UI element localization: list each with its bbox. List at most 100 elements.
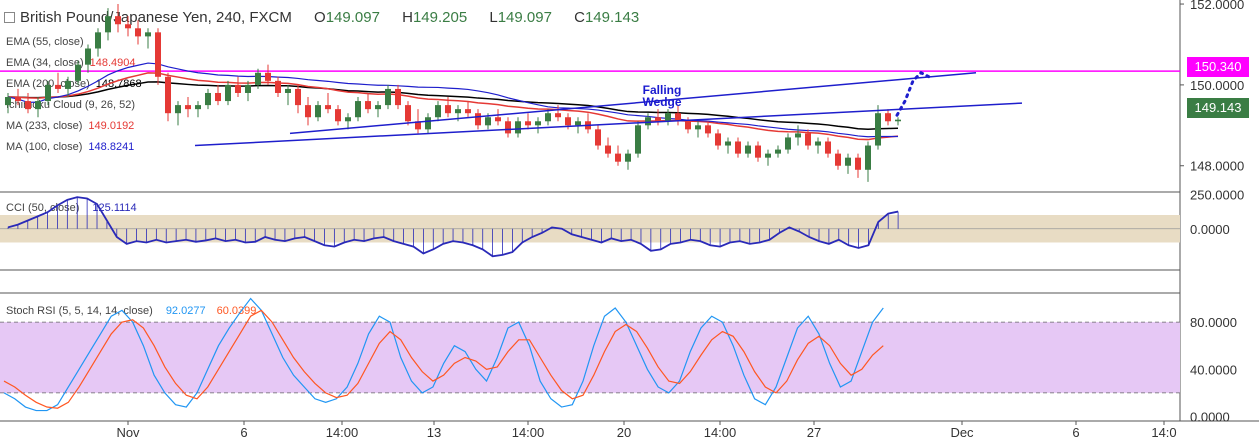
candle	[465, 101, 471, 118]
stoch-legend-k: 92.0277	[165, 305, 206, 317]
candle-body	[25, 101, 31, 110]
candle	[865, 141, 871, 182]
candle	[95, 28, 101, 57]
candle-body	[875, 113, 881, 146]
candle-body	[655, 117, 661, 122]
legend-value: 148.8241	[88, 141, 135, 153]
candle-body	[205, 92, 211, 106]
collapse-icon[interactable]	[4, 12, 15, 23]
y-tick-label: 148.0000	[1190, 159, 1244, 174]
candle	[385, 84, 391, 110]
cci-line	[7, 196, 899, 258]
candle-body	[605, 145, 611, 154]
candle	[245, 80, 251, 102]
candle	[635, 121, 641, 158]
candle	[735, 137, 741, 158]
candle	[45, 80, 51, 106]
candle	[555, 105, 561, 122]
ohlc-high-value: 149.205	[412, 9, 468, 26]
candle-body	[225, 84, 231, 102]
candle	[15, 88, 21, 106]
candle	[845, 153, 851, 174]
candle-body	[385, 88, 391, 106]
candle-body	[505, 121, 511, 134]
candle-body	[625, 153, 631, 162]
candle	[835, 149, 841, 170]
legend-item: MA (100, close) 148.8241	[6, 141, 134, 153]
candle	[445, 97, 451, 118]
x-tick-label: 6	[240, 425, 247, 440]
candle-body	[715, 133, 721, 146]
legend-item: EMA (34, close) 148.4904	[6, 57, 136, 69]
candle	[805, 129, 811, 150]
candle	[285, 84, 291, 106]
legend-name: EMA (34, close)	[6, 57, 84, 69]
candle-body	[845, 157, 851, 166]
candle-body	[685, 121, 691, 130]
cci-tick-label: 250.0000	[1190, 187, 1244, 202]
candle-body	[775, 149, 781, 154]
ohlc-high-label: H	[402, 9, 413, 26]
candle-body	[565, 117, 571, 126]
x-tick-label: 27	[807, 425, 821, 440]
candle-body	[755, 145, 761, 158]
candle	[55, 72, 61, 93]
candle-body	[645, 117, 651, 126]
candle	[545, 109, 551, 126]
candle-body	[45, 84, 51, 102]
ohlc-close: C149.143	[574, 9, 639, 26]
candle-body	[795, 133, 801, 138]
candle-body	[235, 84, 241, 93]
ema-200-line	[7, 81, 899, 130]
candle-body	[765, 153, 771, 158]
candle-body	[5, 97, 11, 106]
x-tick-label: 20	[617, 425, 631, 440]
y-tick-label: 152.0000	[1190, 0, 1244, 12]
candle	[125, 16, 131, 37]
chart-header: British Pound/Japanese Yen, 240, FXCM O1…	[6, 9, 639, 26]
candle-body	[55, 84, 61, 89]
candle-body	[735, 141, 741, 154]
x-tick-label: 13	[427, 425, 441, 440]
candle	[895, 117, 901, 126]
candle-body	[785, 137, 791, 150]
candle	[645, 113, 651, 130]
candle	[605, 137, 611, 158]
candle-body	[515, 121, 521, 134]
ohlc-open-label: O	[314, 9, 326, 26]
candle-body	[595, 129, 601, 146]
candle	[65, 76, 71, 98]
stoch-legend-d: 60.0399	[216, 305, 257, 317]
candle	[705, 121, 711, 138]
candle-body	[375, 105, 381, 110]
candle-body	[275, 80, 281, 93]
candle-body	[285, 88, 291, 93]
candle-body	[615, 153, 621, 162]
candle-body	[35, 101, 41, 110]
candle	[365, 92, 371, 114]
stoch-line	[3, 297, 884, 412]
candle-body	[395, 88, 401, 106]
legend-name: MA (100, close)	[6, 141, 83, 153]
candle-body	[105, 16, 111, 33]
x-tick-label: 14:0	[1151, 425, 1176, 440]
candle-body	[805, 133, 811, 146]
candle	[795, 125, 801, 146]
candle-body	[135, 28, 141, 37]
candle-body	[555, 113, 561, 118]
stoch-tick-label: 80.0000	[1190, 315, 1237, 330]
wedge-label: Falling	[643, 83, 682, 97]
candle-body	[745, 145, 751, 154]
x-tick-label: 14:00	[704, 425, 737, 440]
candle-body	[455, 109, 461, 114]
candle-body	[475, 113, 481, 126]
y-tick-label: 150.0000	[1190, 78, 1244, 93]
candle	[25, 92, 31, 114]
ohlc-low: L149.097	[489, 9, 552, 26]
x-tick-label: 6	[1072, 425, 1079, 440]
candle-body	[365, 101, 371, 110]
candle	[115, 4, 121, 33]
stoch-line	[3, 309, 884, 409]
candle	[145, 28, 151, 49]
